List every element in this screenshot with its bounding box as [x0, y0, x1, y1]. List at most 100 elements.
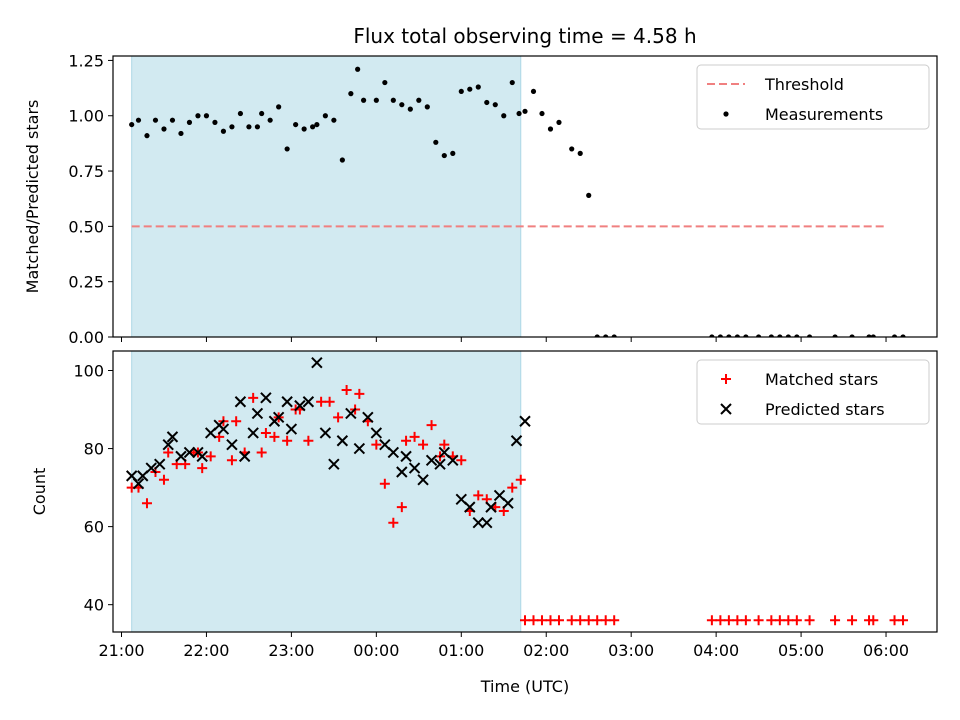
- plot-layer: 0.00 0.25 0.50 0.75 1.00 1.25 40 60 80 100 21:00 22…: [68, 51, 938, 660]
- measurement-point: [547, 126, 554, 132]
- x-tick-label: 22:00: [183, 641, 229, 660]
- top-y-tick-label: 1.25: [68, 51, 104, 70]
- matched-star-point: [269, 431, 280, 442]
- predicted-star-point: [336, 435, 349, 447]
- measurement-point: [467, 86, 473, 92]
- bottom-plot-frame: [112, 350, 938, 633]
- predicted-star-point: [183, 446, 196, 459]
- matched-star-point: [740, 615, 751, 626]
- predicted-star-point: [502, 497, 514, 509]
- predicted-star-point: [485, 501, 497, 513]
- measurement-point: [310, 124, 316, 130]
- measurement-point: [530, 88, 537, 95]
- matched-star-point: [256, 447, 267, 458]
- matched-star-point: [231, 416, 242, 427]
- top-y-axis-label: Matched/Predicted stars: [23, 100, 42, 294]
- matched-star-point: [282, 435, 293, 446]
- predicted-star-point: [481, 517, 493, 529]
- bottom-observing-window: [131, 350, 522, 633]
- matched-star-point: [889, 615, 900, 626]
- measurement-point: [832, 334, 838, 337]
- matched-star-point: [303, 435, 314, 446]
- matched-star-point: [600, 615, 611, 626]
- top-data-group: [129, 66, 906, 337]
- measurement-point: [603, 334, 609, 337]
- matched-star-point: [205, 451, 216, 462]
- matched-star-point: [456, 455, 467, 466]
- matched-star-point: [409, 431, 420, 442]
- measurement-point: [135, 117, 142, 123]
- matched-star-point: [507, 482, 518, 493]
- legend-predicted-swatch: [720, 403, 732, 415]
- predicted-star-point: [251, 407, 264, 420]
- legend-measurement-swatch: [723, 111, 729, 117]
- x-tick-label: 05:00: [778, 641, 824, 660]
- measurement-point: [382, 79, 388, 86]
- matched-star-point: [791, 615, 802, 626]
- predicted-star-point: [387, 446, 400, 459]
- measurement-point: [322, 113, 328, 119]
- predicted-star-point: [425, 454, 438, 466]
- predicted-star-point: [260, 392, 272, 404]
- top-observing-window: [131, 55, 522, 338]
- predicted-star-point: [408, 462, 421, 474]
- top-plot-frame: [112, 55, 938, 338]
- measurement-point: [178, 130, 184, 137]
- matched-star-point: [528, 615, 539, 626]
- measurement-point: [416, 97, 422, 103]
- predicted-star-point: [272, 411, 285, 424]
- predicted-star-point: [353, 442, 366, 455]
- measurement-point: [203, 113, 210, 119]
- predicted-star-point: [447, 454, 459, 466]
- measurement-point: [246, 124, 252, 130]
- matched-star-point: [324, 396, 335, 407]
- predicted-star-point: [234, 396, 247, 408]
- measurement-point: [509, 79, 515, 86]
- predicted-star-point: [417, 474, 429, 486]
- matched-star-point: [520, 615, 530, 626]
- measurement-point: [870, 334, 876, 337]
- matched-star-point: [753, 615, 764, 626]
- matched-star-point: [847, 615, 858, 626]
- matched-star-point: [371, 439, 382, 450]
- predicted-star-point: [145, 462, 157, 474]
- predicted-star-point: [217, 423, 230, 435]
- top-legend-box: [696, 64, 930, 130]
- matched-star-point: [774, 615, 785, 626]
- measurement-point: [220, 128, 227, 134]
- matched-star-point: [141, 498, 152, 509]
- measurement-point: [195, 113, 201, 119]
- bottom-y-tick-label: 80: [84, 440, 104, 459]
- measurement-point: [458, 88, 464, 95]
- bottom-y-axis-label: Count: [30, 468, 49, 516]
- x-tick-label: 03:00: [608, 641, 654, 660]
- predicted-star-point: [302, 396, 315, 408]
- matched-star-point: [536, 615, 547, 626]
- predicted-star-point: [166, 431, 179, 443]
- predicted-star-point: [434, 458, 446, 470]
- measurement-point: [516, 110, 522, 117]
- top-y-tick-label: 0.50: [68, 217, 104, 236]
- measurement-point: [539, 110, 545, 117]
- predicted-star-point: [281, 396, 293, 408]
- measurement-point: [806, 334, 813, 337]
- bottom-data-group: [125, 357, 909, 626]
- matched-star-point: [545, 615, 556, 626]
- matched-star-point: [898, 615, 909, 626]
- top-y-tick-label: 1.00: [68, 107, 104, 126]
- predicted-star-point: [285, 423, 298, 435]
- x-tick-label: 04:00: [693, 641, 739, 660]
- measurement-point: [785, 334, 791, 337]
- measurement-point: [254, 124, 261, 130]
- matched-star-point: [583, 615, 594, 626]
- predicted-star-point: [311, 357, 323, 369]
- measurement-point: [259, 110, 265, 117]
- predicted-star-point: [400, 450, 412, 463]
- measurement-point: [866, 334, 872, 337]
- predicted-star-point: [154, 458, 166, 470]
- measurement-point: [777, 334, 783, 337]
- predicted-star-point: [464, 501, 476, 513]
- measurement-point: [373, 97, 379, 103]
- predicted-star-point: [370, 427, 383, 439]
